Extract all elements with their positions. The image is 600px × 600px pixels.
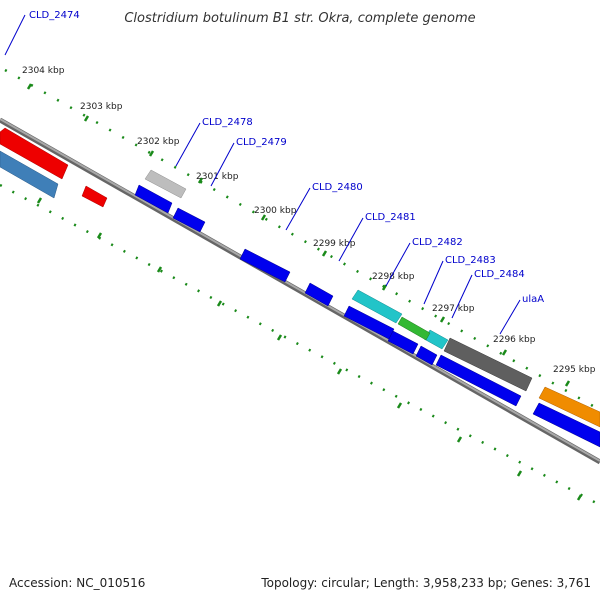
gene-cld-2481[interactable] — [239, 248, 291, 283]
major-tick — [197, 177, 204, 184]
gene-orange[interactable] — [538, 386, 600, 428]
tick-label: 2300 kbp — [254, 206, 297, 216]
inner-tick — [396, 402, 403, 409]
gene-cld-2479[interactable] — [134, 184, 173, 214]
gene-long-blue[interactable] — [435, 354, 522, 407]
leader-line — [210, 142, 235, 187]
genome-backbone-highlight — [0, 118, 600, 462]
tick-label: 2299 kbp — [313, 239, 356, 249]
genes-value: 3,761 — [556, 576, 591, 590]
tick-label: 2304 kbp — [22, 66, 65, 76]
major-tick — [321, 250, 328, 257]
accession-label: Accession: — [9, 576, 73, 590]
major-tick — [439, 316, 446, 323]
gene-small-blue[interactable] — [304, 282, 334, 307]
gene-cld-2478[interactable] — [144, 169, 187, 199]
gene-label-cld-2484[interactable]: CLD_2484 — [474, 269, 525, 280]
tick-label: 2297 kbp — [432, 304, 475, 314]
inner-tick — [96, 232, 103, 239]
forward-features — [0, 127, 600, 428]
gene-cld-2483[interactable] — [387, 330, 419, 355]
accession-footer: Accession: NC_010516 — [9, 576, 145, 590]
gene-red[interactable] — [0, 127, 69, 180]
accession-value: NC_010516 — [76, 576, 146, 590]
gene-label-cld-2482[interactable]: CLD_2482 — [412, 237, 463, 248]
gene-cyan-1[interactable] — [351, 289, 403, 324]
length-value: 3,958,233 bp — [422, 576, 503, 590]
major-tick — [381, 284, 388, 291]
major-tick — [564, 380, 571, 387]
gene-labels: CLD_2474 CLD_2478 CLD_2479 CLD_2480 CLD_… — [29, 10, 544, 305]
map-title: Clostridium botulinum B1 str. Okra, comp… — [124, 11, 475, 26]
major-ticks — [26, 83, 571, 387]
gene-label-cld-2479[interactable]: CLD_2479 — [236, 137, 287, 148]
inner-tick — [156, 266, 163, 273]
major-tick — [260, 214, 267, 221]
gene-red-small[interactable] — [81, 185, 108, 208]
inner-tick — [576, 494, 583, 501]
outer-tick-track — [4, 68, 600, 412]
leader-line — [285, 187, 311, 231]
gene-cld-2480[interactable] — [172, 207, 206, 233]
leader-line — [451, 274, 473, 319]
gene-cld-2484[interactable] — [415, 345, 438, 366]
tick-label: 2296 kbp — [493, 335, 536, 345]
gene-label-cld-2483[interactable]: CLD_2483 — [445, 255, 496, 266]
gene-label-cld-2478[interactable]: CLD_2478 — [202, 117, 253, 128]
genome-summary-footer: Topology: circular; Length: 3,958,233 bp… — [261, 576, 591, 590]
major-tick — [148, 150, 155, 157]
gene-steelblue[interactable] — [0, 150, 59, 199]
tick-label: 2295 kbp — [553, 365, 596, 375]
inner-tick — [456, 436, 463, 443]
major-tick — [83, 115, 90, 122]
gene-green[interactable] — [397, 316, 431, 341]
leader-line — [175, 122, 201, 167]
major-tick — [501, 349, 508, 356]
length-label: Length: — [373, 576, 420, 590]
genes-label: Genes: — [510, 576, 553, 590]
leader-line — [385, 242, 411, 287]
inner-tick — [336, 368, 343, 375]
gene-label-ulaA[interactable]: ulaA — [522, 294, 544, 305]
leader-line — [338, 217, 364, 262]
inner-tick — [36, 197, 43, 204]
tick-label: 2301 kbp — [196, 172, 239, 182]
inner-tick-track — [0, 183, 600, 507]
leader-line — [4, 14, 26, 56]
tick-label: 2303 kbp — [80, 102, 123, 112]
gene-ulaA[interactable] — [443, 337, 533, 392]
inner-major-ticks — [36, 197, 583, 501]
topology-label: Topology: — [261, 576, 318, 590]
leader-line — [423, 260, 444, 305]
reverse-features — [0, 150, 600, 448]
gene-label-cld-2480[interactable]: CLD_2480 — [312, 182, 363, 193]
topology-value: circular — [321, 576, 366, 590]
leader-line — [499, 299, 521, 335]
label-leaders — [4, 14, 521, 335]
inner-tick — [276, 334, 283, 341]
inner-tick — [516, 470, 523, 477]
gene-blue-right[interactable] — [532, 402, 600, 448]
gene-label-cld-2481[interactable]: CLD_2481 — [365, 212, 416, 223]
tick-labels: 2304 kbp 2303 kbp 2302 kbp 2301 kbp 2300… — [22, 66, 596, 375]
major-tick — [26, 83, 33, 90]
tick-label: 2302 kbp — [137, 137, 180, 147]
tick-label: 2298 kbp — [372, 272, 415, 282]
gene-label-cld-2474[interactable]: CLD_2474 — [29, 10, 80, 21]
inner-tick — [216, 300, 223, 307]
